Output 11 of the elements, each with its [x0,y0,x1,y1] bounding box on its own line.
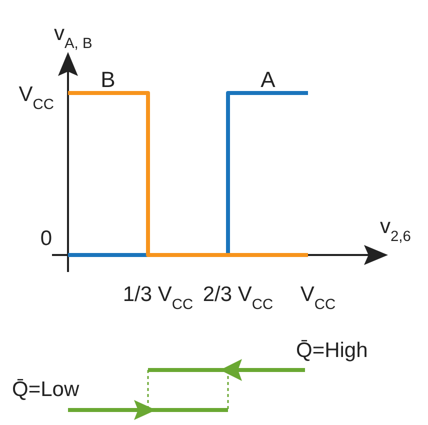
x-axis-title: v$_{2,6}$ [380,215,411,245]
annotation: 0 [40,227,52,250]
x-tick-label: 2/3 V$_{CC}$ [202,283,274,313]
series-label: A [260,67,276,92]
text: Q̄=High [296,339,368,362]
x-tick-label: V$_{CC}$ [300,283,336,313]
x-tick-label: 1/3 V$_{CC}$ [122,283,194,313]
y-axis-title: v$_{A, B}$ [54,22,92,52]
series-label: B [100,67,116,92]
text: Q̄=Low [12,378,80,401]
annotation: V$_{CC}$ [18,83,54,113]
